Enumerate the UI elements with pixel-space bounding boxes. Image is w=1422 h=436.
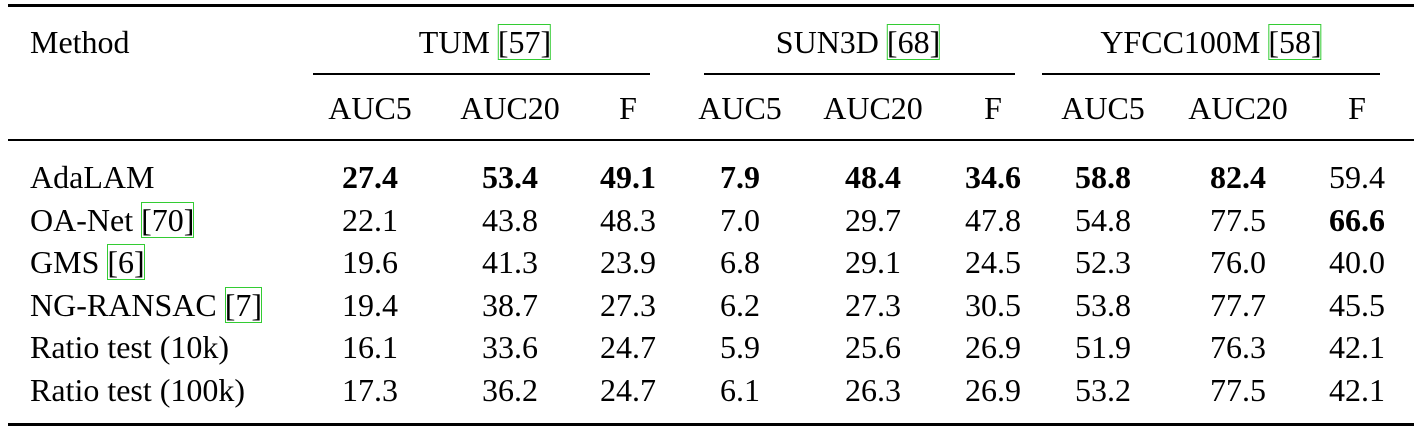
table-cell: 45.5 <box>1329 286 1385 323</box>
group-header: TUM [57] <box>418 24 552 60</box>
group-underline <box>704 73 1015 75</box>
table-cell: 40.0 <box>1329 244 1385 281</box>
table-cell: 24.5 <box>965 244 1021 281</box>
table-cell: 6.2 <box>720 286 760 323</box>
top-rule <box>8 4 1414 7</box>
citation: [70] <box>141 201 195 238</box>
table-cell: 23.9 <box>600 244 656 281</box>
column-header: AUC20 <box>1188 90 1288 126</box>
group-header: SUN3D [68] <box>775 24 941 60</box>
method-name: NG-RANSAC [7] <box>30 286 262 323</box>
group-underline <box>1042 73 1380 75</box>
citation: [7] <box>224 286 262 323</box>
table-cell: 51.9 <box>1075 329 1131 366</box>
column-header: F <box>1348 90 1366 126</box>
method-label: AdaLAM <box>30 159 155 195</box>
table-cell: 6.8 <box>720 244 760 281</box>
method-name: AdaLAM <box>30 159 154 195</box>
column-header: AUC5 <box>1061 90 1145 126</box>
table-cell: 25.6 <box>845 329 901 366</box>
group-name: SUN3D <box>775 24 879 60</box>
table-cell: 5.9 <box>720 329 760 366</box>
table-cell: 48.3 <box>600 201 656 238</box>
table-cell: 76.0 <box>1210 244 1266 281</box>
group-underline <box>313 73 650 75</box>
table-cell: 82.4 <box>1210 159 1266 195</box>
method-header: Method <box>30 24 130 60</box>
table-cell: 76.3 <box>1210 329 1266 366</box>
table-cell: 24.7 <box>600 329 656 366</box>
citation: [57] <box>497 24 552 60</box>
table-cell: 77.5 <box>1210 372 1266 408</box>
citation: [6] <box>107 244 145 281</box>
method-name: Ratio test (100k) <box>30 372 245 408</box>
table-cell: 27.3 <box>600 286 656 323</box>
table-cell: 36.2 <box>482 372 538 408</box>
method-label: Ratio test (10k) <box>30 329 230 366</box>
table-cell: 42.1 <box>1329 329 1385 366</box>
table-cell: 27.4 <box>342 159 398 195</box>
table-cell: 30.5 <box>965 286 1021 323</box>
table-cell: 42.1 <box>1329 372 1385 408</box>
table-cell: 47.8 <box>965 201 1021 238</box>
column-header: AUC5 <box>698 90 782 126</box>
bottom-rule <box>8 423 1414 426</box>
table-cell: 66.6 <box>1329 201 1385 238</box>
method-label: Ratio test (100k) <box>30 372 246 408</box>
method-name: GMS [6] <box>30 244 145 281</box>
table-cell: 19.6 <box>342 244 398 281</box>
method-name: OA-Net [70] <box>30 201 195 238</box>
citation: [68] <box>886 24 941 60</box>
table-cell: 29.1 <box>845 244 901 281</box>
table-cell: 59.4 <box>1329 159 1385 195</box>
table-cell: 24.7 <box>600 372 656 408</box>
table-cell: 6.1 <box>720 372 760 408</box>
table-cell: 48.4 <box>845 159 901 195</box>
method-name: Ratio test (10k) <box>30 329 229 365</box>
table-cell: 34.6 <box>965 159 1021 195</box>
table-cell: 54.8 <box>1075 201 1131 238</box>
mid-rule <box>8 139 1414 141</box>
table-cell: 58.8 <box>1075 159 1131 195</box>
table-cell: 77.5 <box>1210 201 1266 238</box>
table-cell: 26.3 <box>845 372 901 408</box>
table-cell: 26.9 <box>965 372 1021 408</box>
method-label: OA-Net <box>30 201 134 238</box>
method-label: NG-RANSAC <box>30 286 217 323</box>
table-cell: 16.1 <box>342 329 398 366</box>
table-cell: 53.2 <box>1075 372 1131 408</box>
table-cell: 26.9 <box>965 329 1021 366</box>
table-cell: 7.0 <box>720 201 760 238</box>
method-label: GMS <box>30 244 100 281</box>
table-cell: 49.1 <box>600 159 656 195</box>
table-cell: 29.7 <box>845 201 901 238</box>
table-cell: 22.1 <box>342 201 398 238</box>
column-header: AUC20 <box>823 90 923 126</box>
table-cell: 33.6 <box>482 329 538 366</box>
table-cell: 53.4 <box>482 159 538 195</box>
column-header: F <box>619 90 637 126</box>
table-cell: 17.3 <box>342 372 398 408</box>
table-cell: 27.3 <box>845 286 901 323</box>
table-cell: 77.7 <box>1210 286 1266 323</box>
column-header: AUC5 <box>328 90 412 126</box>
table-cell: 19.4 <box>342 286 398 323</box>
group-name: YFCC100M <box>1100 24 1261 60</box>
table-cell: 7.9 <box>720 159 760 195</box>
table-cell: 53.8 <box>1075 286 1131 323</box>
table-cell: 52.3 <box>1075 244 1131 281</box>
table-cell: 41.3 <box>482 244 538 281</box>
group-header: YFCC100M [58] <box>1100 24 1322 60</box>
table-cell: 38.7 <box>482 286 538 323</box>
table-cell: 43.8 <box>482 201 538 238</box>
group-name: TUM <box>418 24 490 60</box>
column-header: F <box>984 90 1002 126</box>
column-header: AUC20 <box>460 90 560 126</box>
citation: [58] <box>1268 24 1322 60</box>
